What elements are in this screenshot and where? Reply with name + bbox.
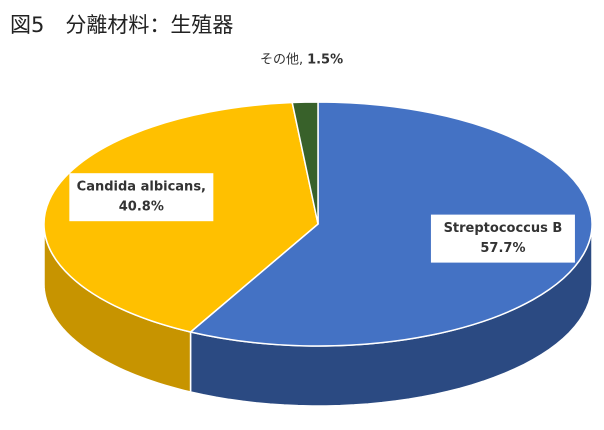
slice <box>188 101 593 347</box>
data-label-category: その他, <box>260 53 303 68</box>
data-label-value: 57.7% <box>480 241 525 256</box>
chart-title: 図5 分離材料：生殖器 <box>10 13 233 37</box>
data-label-category: Streptococcus B <box>444 221 563 236</box>
data-label-value: 1.5% <box>307 53 343 68</box>
data-label-value: 40.8% <box>119 200 164 215</box>
data-label-category: Candida albicans, <box>77 180 206 195</box>
slice <box>291 101 319 225</box>
label-box <box>430 214 575 263</box>
label-box <box>69 173 214 222</box>
